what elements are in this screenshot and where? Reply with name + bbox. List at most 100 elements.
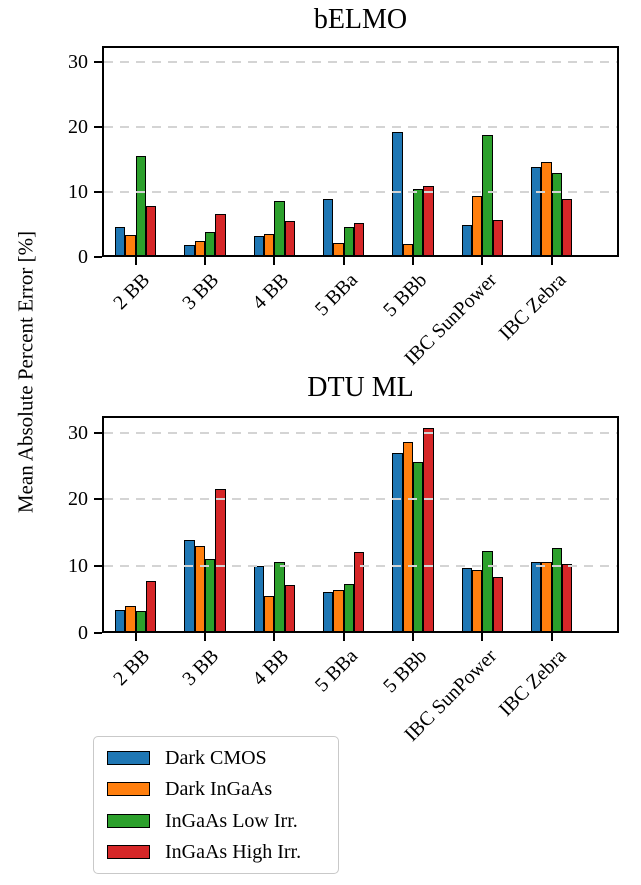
bar-ingaas-high-irr- xyxy=(353,551,365,633)
x-tick-mark xyxy=(550,257,553,265)
bar-dark-cmos xyxy=(115,227,126,257)
y-tick-mark xyxy=(94,498,102,501)
y-tick-mark xyxy=(94,256,102,258)
gridline-30 xyxy=(104,61,617,64)
y-tick-mark xyxy=(94,431,102,434)
x-tick-label-2: 3 BB xyxy=(178,645,224,691)
bar-dark-cmos xyxy=(184,245,195,257)
legend-item-ingaas-low-irr: InGaAs Low Irr. xyxy=(107,810,338,832)
gridline-20 xyxy=(104,126,617,129)
y-axis-label: Mean Absolute Percent Error [%] xyxy=(13,230,38,514)
legend-item-ingaas-high-irr: InGaAs High Irr. xyxy=(107,841,338,863)
legend-label: InGaAs Low Irr. xyxy=(165,809,298,832)
y-tick-label: 20 xyxy=(68,488,88,511)
bar-ingaas-low-irr- xyxy=(274,561,285,633)
gridline-10 xyxy=(104,565,617,568)
bar-dark-cmos xyxy=(392,132,403,257)
x-tick-label-3: 4 BB xyxy=(247,269,293,315)
bar-ingaas-high-irr- xyxy=(423,428,434,633)
plot-area-dtu-ml: 0 10 20 30 2 BB 3 BB 4 BB 5 BBa 5 BBb IBC SunPowe… xyxy=(68,416,619,746)
x-tick-mark xyxy=(134,257,137,265)
plot-area-belmo: 0 10 20 30 2 BB 3 BB 4 BB 5 BBa 5 BBb IBC SunPowe… xyxy=(68,46,619,370)
bar-ingaas-low-irr- xyxy=(482,134,493,257)
x-tick-mark xyxy=(273,633,276,641)
bar-ingaas-low-irr- xyxy=(205,558,216,633)
bar-ingaas-low-irr- xyxy=(135,155,146,257)
x-tick-label-7: IBC Zebra xyxy=(494,269,571,345)
x-tick-label-4: 5 BBa xyxy=(310,645,363,697)
chart-title-dtu-ml: DTU ML xyxy=(307,372,414,403)
bar-ingaas-low-irr- xyxy=(413,462,424,633)
y-tick-label: 20 xyxy=(68,116,88,139)
bar-dark-ingaas xyxy=(402,244,414,257)
y-tick-mark xyxy=(94,565,102,568)
bar-dark-cmos xyxy=(461,225,473,257)
gridline-10 xyxy=(104,191,617,194)
bar-ingaas-high-irr- xyxy=(353,223,365,257)
bar-dark-ingaas xyxy=(194,545,206,633)
legend-item-dark-cmos: Dark CMOS xyxy=(107,747,338,769)
bar-dark-ingaas xyxy=(333,242,344,257)
x-tick-label-7: IBC Zebra xyxy=(494,645,571,721)
bar-ingaas-high-irr- xyxy=(561,564,573,633)
y-tick-mark xyxy=(94,126,102,129)
x-tick-mark xyxy=(481,633,484,641)
x-tick-mark xyxy=(204,257,207,265)
bar-dark-ingaas xyxy=(541,561,552,633)
bar-ingaas-low-irr- xyxy=(482,550,493,633)
x-tick-mark xyxy=(550,633,553,641)
bar-dark-cmos xyxy=(115,609,126,633)
bar-ingaas-high-irr- xyxy=(146,205,157,257)
bar-ingaas-high-irr- xyxy=(284,584,295,633)
bar-dark-cmos xyxy=(323,199,334,257)
bar-ingaas-low-irr- xyxy=(551,173,562,257)
y-tick-mark xyxy=(94,61,102,64)
y-tick-label: 0 xyxy=(78,622,88,644)
legend: Dark CMOS Dark InGaAs InGaAs Low Irr. In… xyxy=(93,736,339,874)
gridline-30 xyxy=(104,431,617,434)
x-tick-mark xyxy=(134,633,137,641)
x-tick-mark xyxy=(481,257,484,265)
x-tick-label-1: 2 BB xyxy=(109,645,155,691)
y-tick-mark xyxy=(94,191,102,194)
chart-title-belmo: bELMO xyxy=(313,4,408,35)
x-tick-label-5: 5 BBb xyxy=(379,645,432,698)
bar-ingaas-high-irr- xyxy=(561,199,573,257)
bar-ingaas-low-irr- xyxy=(551,547,562,633)
legend-swatch-orange xyxy=(107,782,150,797)
bar-dark-cmos xyxy=(323,592,334,633)
bar-dark-cmos xyxy=(184,540,195,633)
bar-dark-ingaas xyxy=(333,589,344,633)
bar-ingaas-low-irr- xyxy=(343,583,354,633)
bar-ingaas-high-irr- xyxy=(492,576,503,633)
x-tick-label-1: 2 BB xyxy=(109,269,155,315)
x-tick-label-5: 5 BBb xyxy=(379,269,432,322)
bar-ingaas-high-irr- xyxy=(146,580,157,633)
bar-ingaas-low-irr- xyxy=(135,610,146,633)
y-tick-label: 10 xyxy=(68,555,88,578)
bar-dark-ingaas xyxy=(264,595,275,633)
legend-item-dark-ingaas: Dark InGaAs xyxy=(107,778,338,800)
legend-label: InGaAs High Irr. xyxy=(165,841,302,864)
bar-ingaas-low-irr- xyxy=(274,201,285,257)
x-tick-mark xyxy=(342,633,345,641)
x-tick-label-3: 4 BB xyxy=(247,645,293,691)
bar-dark-cmos xyxy=(531,562,542,633)
bar-dark-ingaas xyxy=(541,161,552,257)
bar-ingaas-high-irr- xyxy=(423,185,434,257)
bar-dark-cmos xyxy=(461,567,473,633)
x-tick-mark xyxy=(412,257,415,265)
bar-dark-ingaas xyxy=(264,233,275,257)
bar-dark-ingaas xyxy=(472,195,483,257)
bar-dark-cmos xyxy=(253,235,265,257)
y-tick-mark xyxy=(94,632,102,634)
bar-dark-cmos xyxy=(253,566,265,633)
x-tick-mark xyxy=(273,257,276,265)
bar-ingaas-high-irr- xyxy=(215,489,226,633)
bar-ingaas-high-irr- xyxy=(215,213,226,257)
x-tick-mark xyxy=(412,633,415,641)
bar-dark-cmos xyxy=(531,166,542,257)
y-tick-label: 30 xyxy=(68,51,88,74)
bar-dark-ingaas xyxy=(402,442,414,633)
